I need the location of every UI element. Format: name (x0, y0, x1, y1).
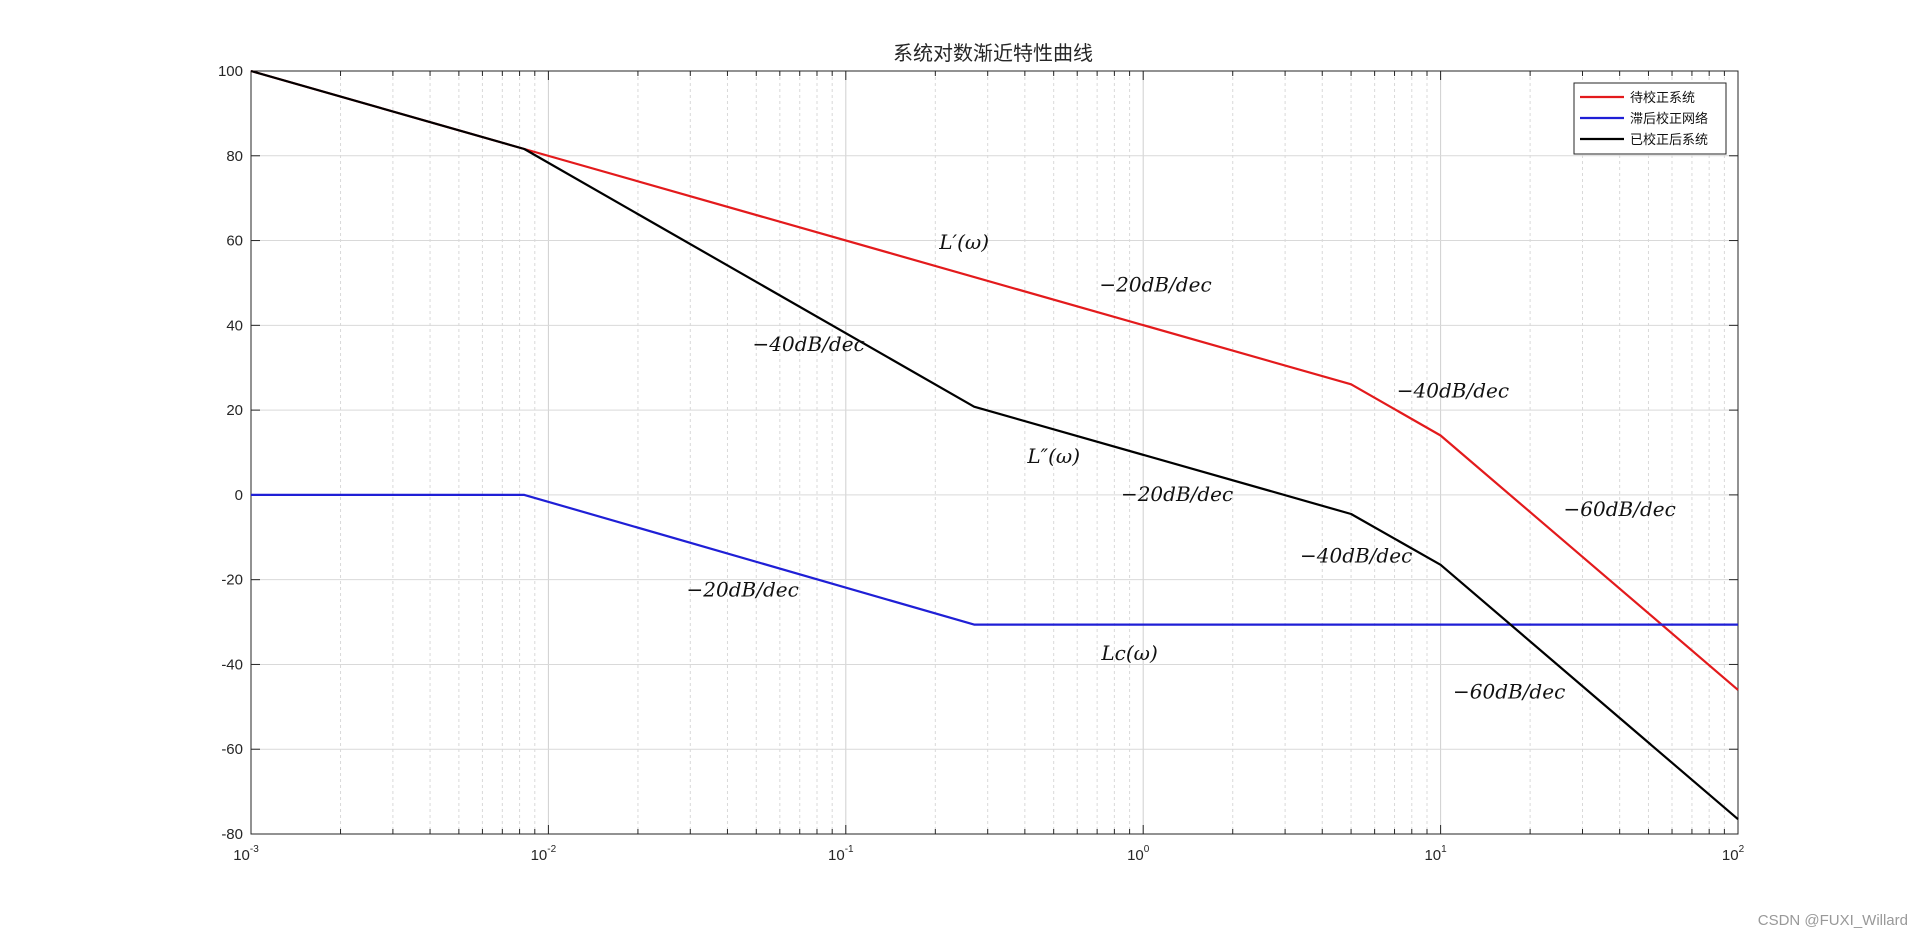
y-tick-label: 80 (226, 148, 243, 165)
annotation-label: L″(ω) (1026, 444, 1080, 468)
annotation-label: −40dB/dec (1300, 544, 1412, 568)
x-tick-label: 10-2 (531, 844, 557, 864)
annotation-label: −20dB/dec (687, 578, 799, 602)
annotation-label: −20dB/dec (1121, 482, 1233, 506)
x-tick-label: 10-3 (233, 844, 259, 864)
x-tick-label: 100 (1127, 844, 1150, 864)
x-tick-label: 102 (1722, 844, 1745, 864)
y-tick-label: -20 (221, 572, 243, 589)
series-line (251, 493, 1738, 626)
legend-entry[interactable]: 滞后校正网络 (1630, 111, 1708, 127)
y-tick-label: 0 (235, 487, 243, 504)
x-tick-label: 10-1 (828, 844, 854, 864)
y-tick-label: 20 (226, 402, 243, 419)
annotation-label: Lc(ω) (1100, 641, 1157, 665)
axes-box (250, 70, 1739, 835)
y-tick-label: -80 (221, 826, 243, 843)
y-tick-label: 100 (218, 63, 243, 80)
y-tick-label: -40 (221, 656, 243, 673)
annotation-label: −60dB/dec (1453, 679, 1565, 703)
annotation-label: −40dB/dec (752, 332, 864, 356)
y-tick-label: 40 (226, 317, 243, 334)
chart-title: 系统对数渐近特性曲线 (893, 41, 1093, 65)
y-tick-label: 60 (226, 233, 243, 250)
annotations: L′(ω) −20dB/dec −40dB/dec −40dB/dec L″(ω) −20… (687, 230, 1676, 703)
x-tick-label: 101 (1424, 844, 1447, 864)
legend-entry[interactable]: 已校正后系统 (1630, 132, 1708, 148)
annotation-label: −40dB/dec (1397, 378, 1509, 402)
legend-entry[interactable]: 待校正系统 (1630, 90, 1695, 106)
annotation-label: L′(ω) (938, 230, 989, 254)
watermark: CSDN @FUXI_Willard (1758, 912, 1908, 929)
series-group (250, 69, 1739, 821)
series-line (250, 69, 1739, 821)
annotation-label: −60dB/dec (1564, 497, 1676, 521)
y-tick-label: -60 (221, 741, 243, 758)
annotation-label: −20dB/dec (1099, 272, 1211, 296)
